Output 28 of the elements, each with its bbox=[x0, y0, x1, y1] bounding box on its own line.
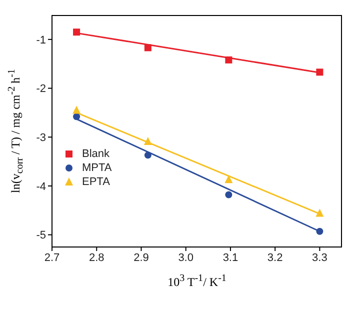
x-tick-label: 2.8 bbox=[88, 252, 104, 264]
point bbox=[224, 175, 233, 184]
x-tick-label: 3.3 bbox=[312, 252, 328, 264]
x-axis-title: 10$^{3}$ T$^{-1}$/ K$^{-1}$ bbox=[166, 273, 228, 290]
y-tick-label: -5 bbox=[36, 230, 46, 242]
point bbox=[144, 44, 152, 52]
x-tick-label: 2.9 bbox=[134, 252, 149, 264]
point bbox=[316, 68, 324, 76]
point bbox=[73, 113, 80, 120]
point bbox=[72, 106, 81, 114]
y-tick-label: -4 bbox=[36, 180, 46, 193]
point bbox=[73, 28, 80, 36]
legend-label: EPTA bbox=[82, 175, 110, 189]
x-tick-label: 2.7 bbox=[44, 252, 60, 264]
y-tick-label: -3 bbox=[36, 132, 46, 144]
legend-label: Blank bbox=[82, 147, 110, 161]
point bbox=[144, 137, 152, 145]
point bbox=[316, 228, 324, 235]
point bbox=[316, 208, 324, 217]
point bbox=[225, 56, 232, 64]
x-tick-label: 3.0 bbox=[178, 252, 194, 264]
point bbox=[225, 191, 232, 198]
point bbox=[144, 152, 152, 159]
y-tick-label: -2 bbox=[36, 83, 46, 96]
x-tick-label: 3.1 bbox=[222, 252, 238, 264]
legend-label: MPTA bbox=[82, 161, 112, 175]
y-tick-label: -1 bbox=[36, 34, 46, 46]
x-tick-label: 3.2 bbox=[267, 252, 283, 264]
